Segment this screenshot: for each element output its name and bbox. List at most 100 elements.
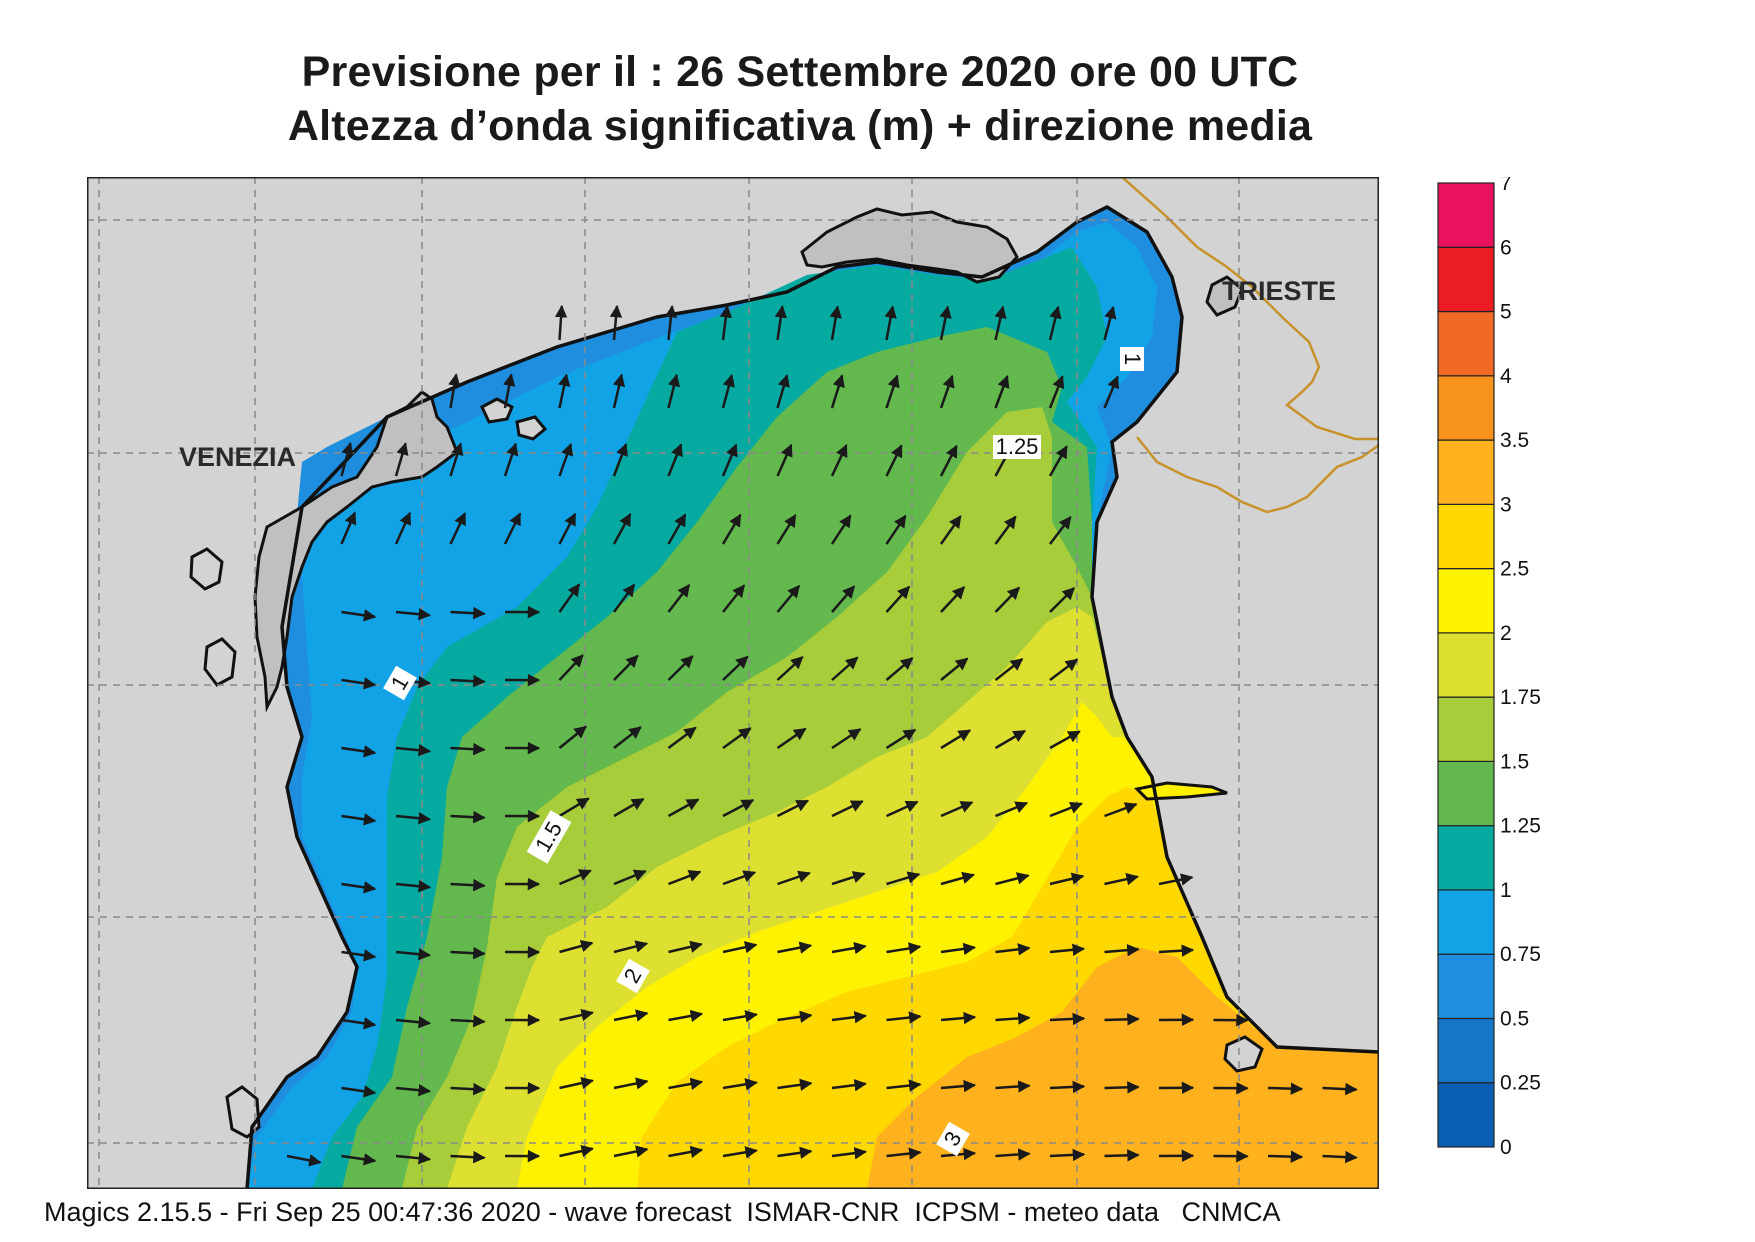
direction-arrow (341, 813, 377, 826)
direction-arrow (776, 799, 810, 818)
direction-arrow (395, 1151, 432, 1165)
direction-arrow (831, 800, 864, 818)
direction-arrow (612, 583, 636, 613)
direction-arrow (885, 657, 914, 681)
colorbar-tick-label: 1.25 (1500, 815, 1541, 838)
direction-arrow (341, 881, 377, 894)
direction-arrow (341, 1017, 377, 1030)
direction-arrow (885, 444, 903, 477)
direction-arrow (395, 1083, 432, 1097)
direction-arrow (1103, 305, 1117, 341)
band-3-00 (867, 947, 1379, 1189)
colorbar-tick-label: 7 (1500, 177, 1512, 195)
direction-arrow (1049, 801, 1083, 818)
direction-arrow (667, 655, 694, 681)
colorbar-tick-label: 6 (1500, 236, 1512, 259)
direction-arrow (939, 515, 962, 545)
direction-arrow (884, 305, 897, 341)
direction-arrow (939, 444, 958, 477)
contour-label-box (993, 435, 1041, 459)
chart-title-line-1: Previsione per il : 26 Settembre 2020 or… (301, 48, 1299, 96)
colorbar-tick-label: 1.5 (1500, 750, 1529, 773)
direction-arrow (831, 656, 859, 681)
direction-arrow (613, 940, 649, 954)
coastline-west-lower (245, 566, 359, 1189)
direction-arrow (558, 512, 577, 545)
map-frame (87, 177, 1379, 1189)
sea-bands (247, 207, 1379, 1189)
direction-arrow (1267, 1150, 1304, 1163)
direction-arrow (777, 1146, 813, 1159)
direction-arrow (558, 442, 574, 477)
colorbar-tick-label: 3.5 (1500, 429, 1529, 452)
colorbar-tick-label: 3 (1500, 493, 1512, 516)
direction-arrow (886, 1079, 922, 1092)
small-island-west-2 (203, 637, 237, 687)
contour-label: 1.25 (996, 434, 1039, 459)
colorbar-tick-label: 1 (1500, 879, 1512, 902)
direction-arrow (394, 511, 412, 545)
contour-label-box (936, 1121, 970, 1157)
direction-arrow (885, 514, 907, 545)
colorbar-tick-label: 0.25 (1500, 1072, 1541, 1095)
contour-labels: 1 1.5 1.25 1 2 3 (383, 347, 1145, 1157)
contour-label-box (383, 665, 417, 701)
chart-title-line-2: Altezza d’onda significativa (m) + direz… (287, 102, 1313, 150)
direction-arrow (1322, 1082, 1358, 1096)
direction-arrow (341, 745, 377, 758)
contour-label-box (1120, 347, 1144, 371)
direction-arrow (940, 1079, 977, 1093)
direction-arrow (613, 1009, 649, 1022)
direction-arrow (722, 727, 752, 750)
direction-arrow (667, 513, 687, 545)
direction-arrow (994, 305, 1007, 341)
colorbar-swatch (1437, 1017, 1495, 1084)
direction-arrow (1049, 1012, 1086, 1026)
direction-arrow (830, 374, 845, 409)
small-island-south (225, 1085, 261, 1139)
colorbar-tick-label: 5 (1500, 301, 1512, 324)
direction-arrow (395, 811, 432, 825)
direction-arrow (286, 1154, 322, 1167)
direction-arrow (722, 584, 746, 613)
direction-arrow (450, 810, 486, 824)
direction-arrow (341, 677, 377, 690)
direction-arrow (776, 584, 801, 613)
colorbar-swatch (1437, 889, 1495, 955)
direction-arrow (722, 1078, 758, 1091)
direction-arrow (994, 586, 1020, 613)
border-italy-slovenia (1121, 177, 1379, 514)
direction-arrow (558, 725, 587, 749)
direction-arrow (667, 443, 683, 477)
direction-arrow (558, 583, 581, 613)
direction-arrow (994, 375, 1010, 409)
direction-arrow (668, 1145, 704, 1159)
direction-arrow (1049, 872, 1085, 886)
direction-arrow (777, 1010, 813, 1023)
direction-arrow (994, 515, 1017, 545)
direction-arrow (1104, 802, 1138, 818)
direction-arrow (1049, 943, 1086, 957)
direction-arrow (613, 654, 639, 681)
direction-arrow (830, 514, 852, 545)
direction-arrow (1049, 658, 1079, 681)
small-island-west (189, 547, 224, 591)
direction-arrow (394, 442, 409, 477)
direction-arrow (1267, 1082, 1304, 1095)
direction-arrow (1103, 375, 1120, 409)
colorbar-swatch (1437, 375, 1495, 441)
colorbar-tick-label: 0 (1500, 1136, 1512, 1157)
colorbar-tick-label: 2.5 (1500, 558, 1529, 581)
direction-arrow (831, 1146, 867, 1160)
lagoon-trieste-bay (1205, 275, 1244, 317)
direction-arrow (940, 1011, 977, 1025)
direction-arrow (940, 586, 966, 613)
wave-height-map: 1 1.5 1.25 1 2 3 VENEZI (87, 177, 1379, 1189)
direction-arrow (450, 1150, 486, 1164)
lagoons (189, 207, 1264, 1139)
direction-arrow (450, 674, 486, 688)
colorbar-tick-label: 1.75 (1500, 686, 1541, 709)
direction-arrow (1048, 305, 1062, 341)
direction-arrow (885, 374, 900, 409)
colorbar-tick-label: 0.5 (1500, 1007, 1529, 1030)
